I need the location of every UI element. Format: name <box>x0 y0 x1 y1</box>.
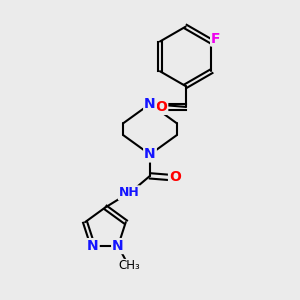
Text: O: O <box>169 170 181 184</box>
Text: O: O <box>155 100 167 114</box>
Text: CH₃: CH₃ <box>118 260 140 272</box>
Text: N: N <box>144 148 156 161</box>
Text: F: F <box>211 32 220 46</box>
Text: N: N <box>144 97 156 111</box>
Text: NH: NH <box>119 186 140 199</box>
Text: N: N <box>112 239 124 253</box>
Text: N: N <box>87 239 99 253</box>
